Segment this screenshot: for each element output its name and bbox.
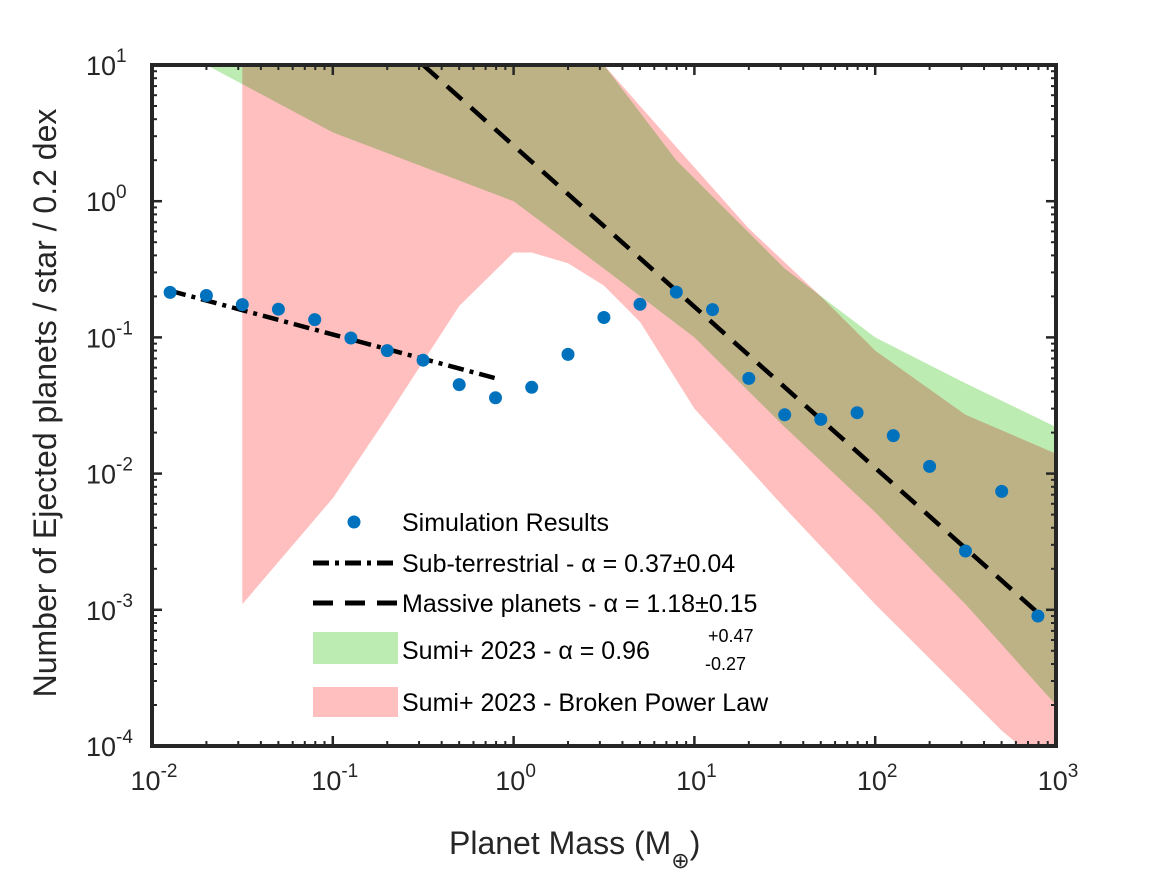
y-tick-label: 10-1	[86, 318, 133, 353]
x-tick-label: 100	[495, 761, 536, 796]
data-point	[525, 380, 539, 394]
band-sumi-power-law	[206, 65, 1056, 705]
data-point	[706, 303, 719, 317]
data-point	[344, 331, 358, 345]
legend-swatch-sumi-red	[313, 687, 398, 717]
line-subterrestrial-fit	[169, 288, 497, 381]
band-broken-power-law	[242, 65, 1056, 746]
legend-label-subterrestrial-alpha: α = 0.37±0.04	[581, 550, 735, 578]
legend-label-sumi-alpha: α = 0.96	[558, 637, 650, 665]
y-tick-label-exponent: -3	[116, 591, 133, 612]
plot-frame	[150, 63, 1058, 748]
x-tick-label: 103	[1038, 761, 1079, 796]
legend-label-broken: Sumi+ 2023 - Broken Power Law	[402, 689, 769, 717]
y-tick-label: 10-2	[86, 455, 133, 490]
y-tick-label-exponent: -4	[116, 727, 133, 748]
y-tick-label: 101	[86, 46, 127, 81]
legend-label-sumi-minus: -0.27	[705, 654, 746, 674]
y-tick-label-exponent: 1	[116, 46, 127, 67]
data-point	[308, 313, 322, 327]
data-point	[199, 289, 213, 302]
x-tick-label: 101	[676, 761, 717, 796]
x-tick-label-exponent: 0	[525, 761, 536, 782]
fit-lines	[169, 65, 1040, 615]
confidence-bands	[206, 65, 1056, 746]
x-tick-label-base: 10	[311, 766, 341, 796]
x-tick-label: 10-2	[131, 761, 178, 796]
x-tick-label-exponent: -1	[341, 761, 358, 782]
data-point	[850, 406, 864, 420]
x-tick-label-exponent: -2	[161, 761, 178, 782]
y-tick-label-base: 10	[86, 323, 116, 353]
axis-tick-labels: 10-2 10-1 100 101 102 10310-410-310-210-11001…	[86, 46, 1078, 796]
y-tick-label-base: 10	[86, 187, 116, 217]
x-tick-label-base: 10	[1038, 766, 1068, 796]
data-point	[380, 344, 394, 358]
x-tick-label-base: 10	[495, 766, 525, 796]
legend-swatch-sumi-green	[313, 632, 398, 664]
data-point	[1031, 609, 1045, 623]
axis-ticks	[150, 63, 1058, 748]
data-point	[742, 371, 756, 385]
y-tick-label-exponent: 0	[116, 182, 127, 203]
legend-label-subterrestrial-name: Sub-terrestrial -	[402, 550, 581, 578]
y-tick-label-base: 10	[86, 51, 116, 81]
data-point	[452, 378, 466, 392]
data-point	[597, 311, 611, 324]
y-tick-label-base: 10	[86, 460, 116, 490]
data-point	[489, 391, 502, 405]
legend-marker-simulation	[347, 515, 361, 529]
legend-label-massive-name: Massive planets -	[402, 590, 603, 618]
data-point	[778, 408, 792, 422]
x-tick-label: 102	[857, 761, 898, 796]
data-point	[995, 484, 1009, 498]
data-point	[633, 297, 647, 311]
x-axis-title-close: )	[690, 825, 701, 861]
data-point	[814, 412, 828, 426]
legend-label-massive-alpha: α = 1.18±0.15	[603, 590, 757, 618]
x-axis-title: Planet Mass (M⊕)	[449, 825, 700, 873]
data-point	[886, 429, 900, 443]
x-tick-label-base: 10	[857, 766, 887, 796]
data-point	[235, 298, 249, 312]
y-tick-label-base: 10	[86, 596, 116, 626]
data-point	[416, 353, 430, 367]
y-axis-title: Number of Ejected planets / star / 0.2 d…	[27, 109, 63, 698]
legend-label-sumi: Sumi+ 2023 - α = 0.96	[402, 637, 650, 665]
data-point	[923, 459, 937, 473]
legend-label-massive: Massive planets - α = 1.18±0.15	[402, 590, 757, 618]
y-tick-label-exponent: -2	[116, 455, 133, 476]
x-tick-label: 10-1	[311, 761, 358, 796]
y-tick-label: 10-4	[86, 727, 133, 762]
legend-label-sumi-name: Sumi+ 2023 -	[402, 637, 558, 665]
line-massive-fit	[421, 65, 1040, 615]
y-tick-label: 10-3	[86, 591, 133, 626]
y-tick-label-exponent: -1	[116, 318, 133, 339]
x-tick-label-exponent: 3	[1068, 761, 1079, 782]
x-axis-title-main: Planet Mass (M	[449, 825, 671, 861]
legend-label-simulation: Simulation Results	[402, 509, 609, 537]
x-axis-title-subscript: ⊕	[671, 848, 689, 873]
x-tick-label-exponent: 1	[706, 761, 717, 782]
x-tick-label-exponent: 2	[887, 761, 898, 782]
x-tick-label-base: 10	[676, 766, 706, 796]
simulation-points	[163, 285, 1045, 623]
legend-label-sumi-plus: +0.47	[708, 626, 754, 646]
y-tick-label: 100	[86, 182, 127, 217]
x-tick-label-base: 10	[131, 766, 161, 796]
data-point	[163, 285, 177, 299]
data-point	[271, 302, 285, 316]
data-point	[561, 347, 575, 361]
legend: Simulation Results Sub-terrestrial - α =…	[313, 509, 769, 717]
data-point	[669, 285, 683, 299]
legend-label-subterrestrial: Sub-terrestrial - α = 0.37±0.04	[402, 550, 735, 578]
y-tick-label-base: 10	[86, 732, 116, 762]
data-point	[959, 544, 972, 558]
